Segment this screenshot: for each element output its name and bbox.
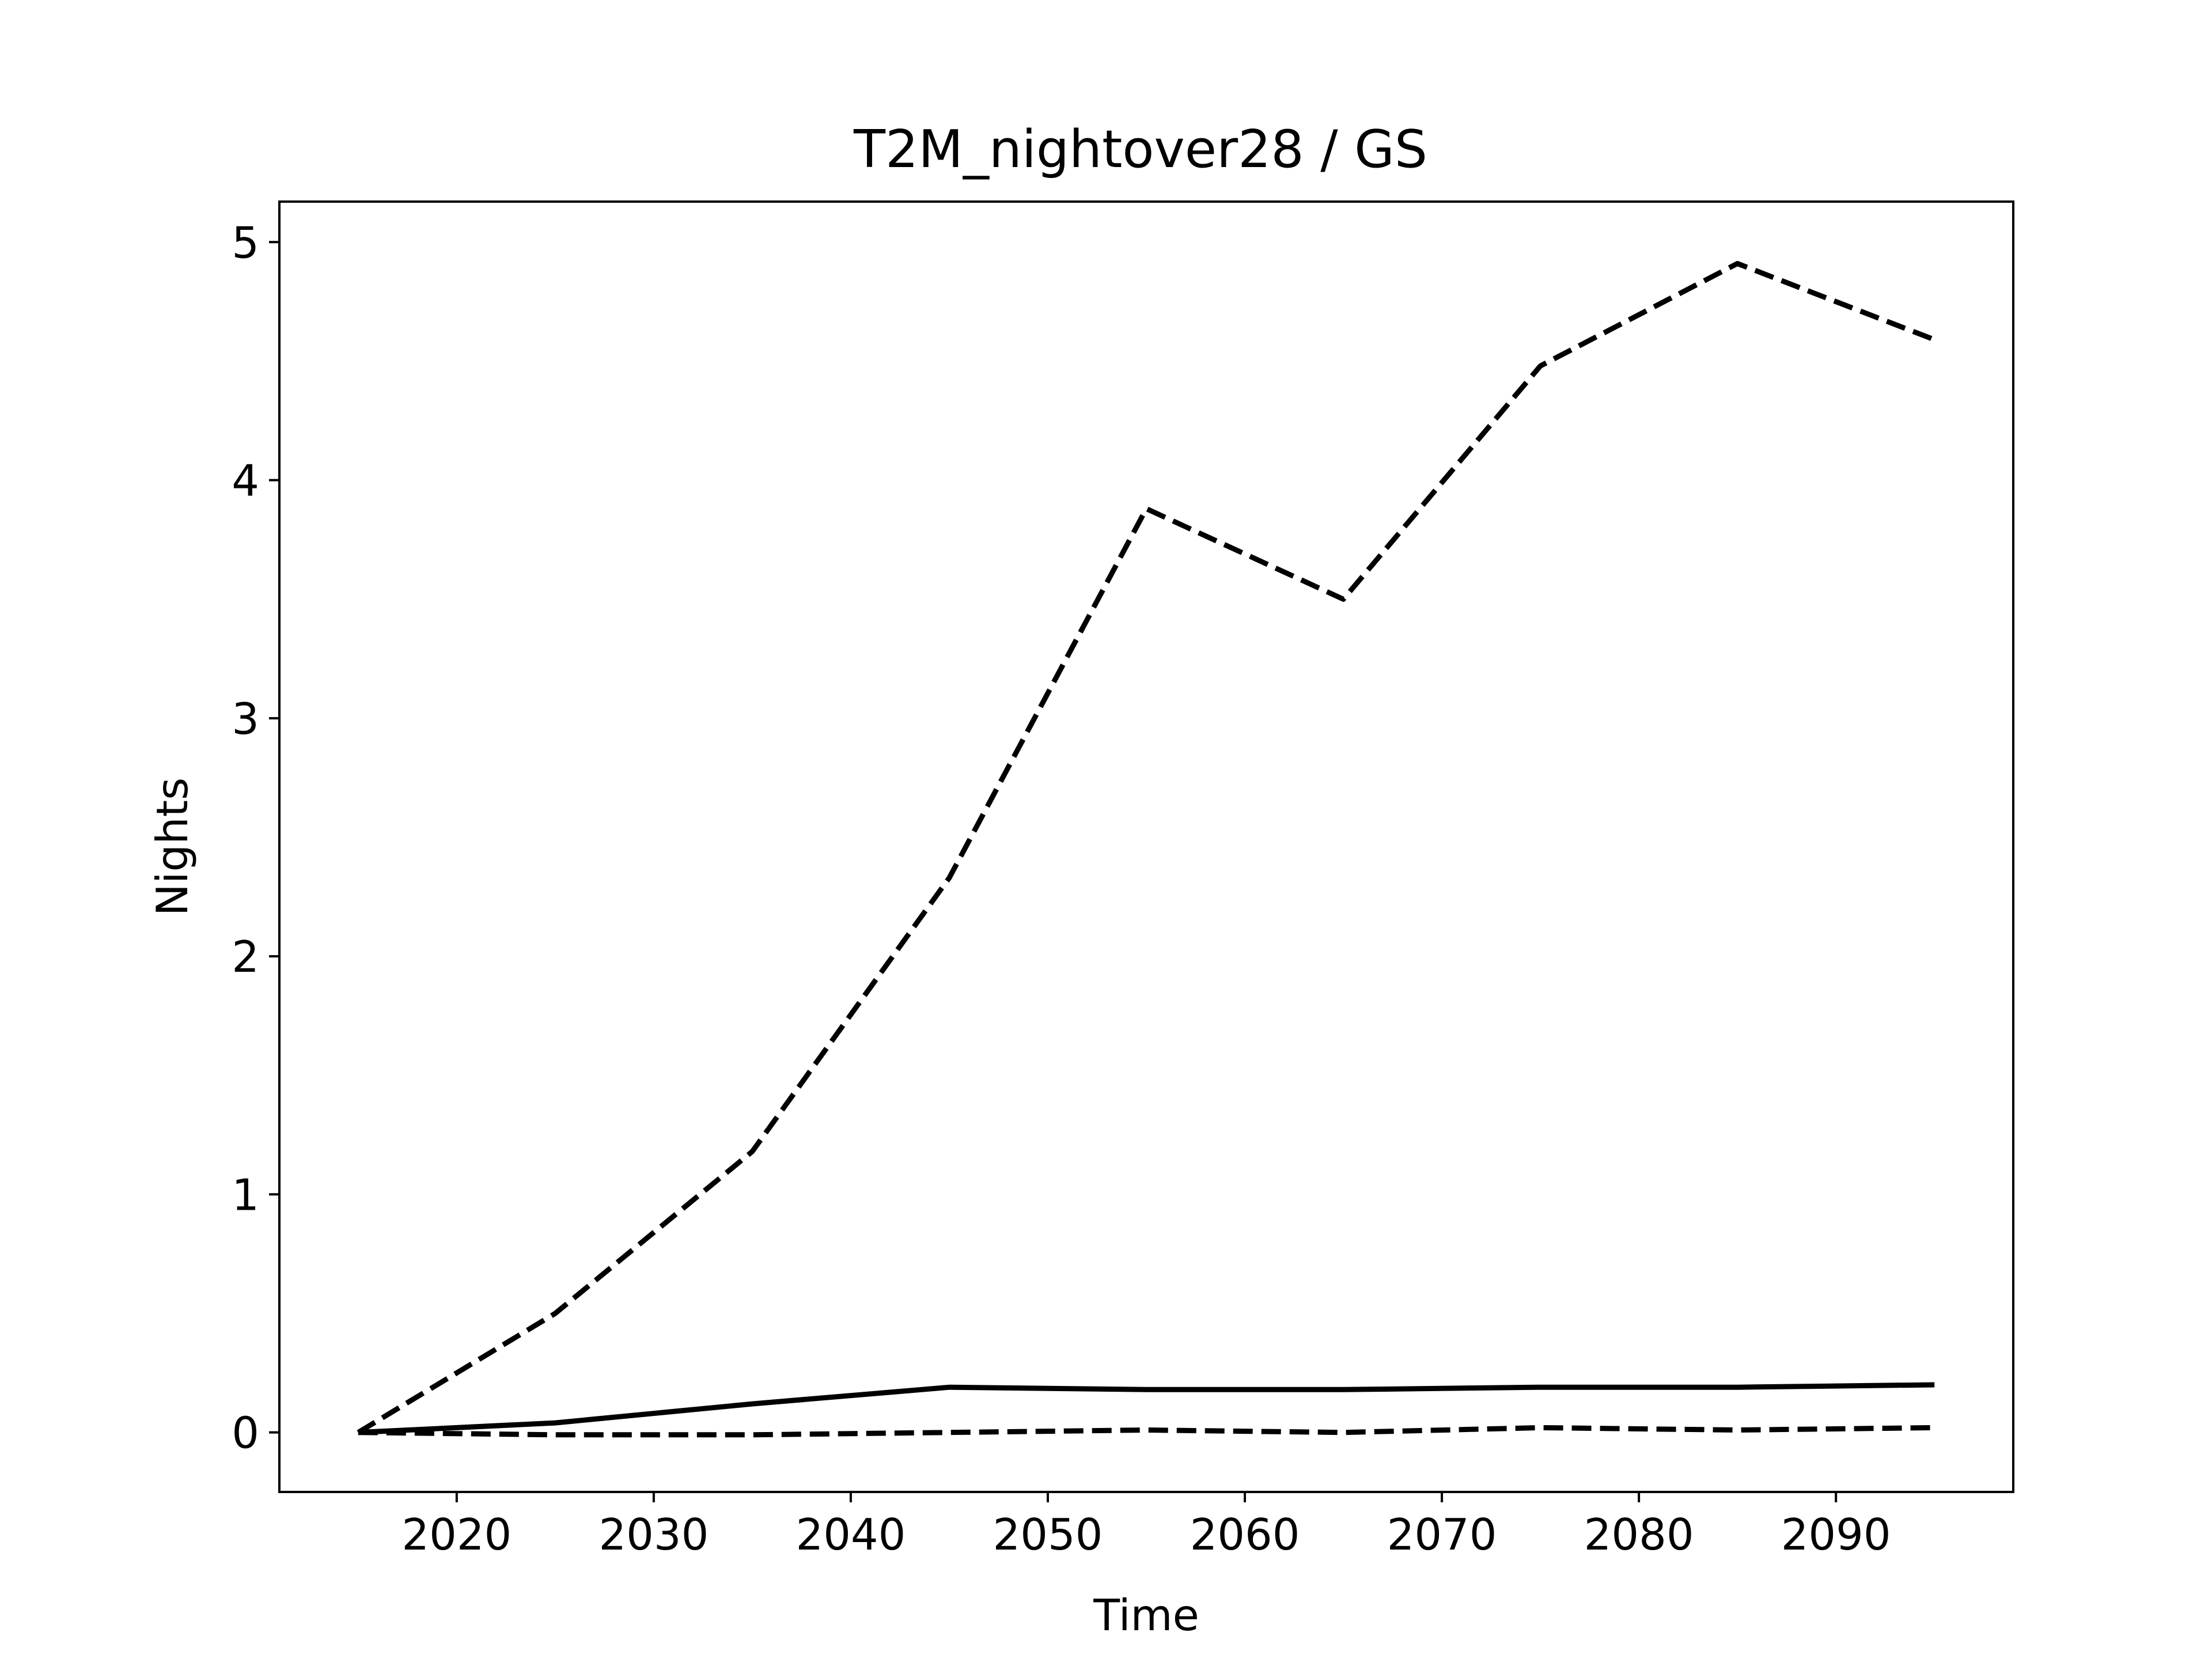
x-tick-label: 2020 [402, 1509, 512, 1560]
x-axis: 2020 2030 2040 2050 2060 2070 2080 2090 [402, 1492, 1891, 1560]
chart-title: T2M_nightover28 / GS [853, 119, 1427, 180]
y-tick-label: 3 [232, 694, 259, 744]
x-tick-label: 2030 [599, 1509, 709, 1560]
x-tick-label: 2070 [1387, 1509, 1497, 1560]
x-tick-label: 2040 [796, 1509, 906, 1560]
series-line-3 [358, 1425, 1935, 1438]
x-axis-label: Time [1093, 1590, 1199, 1641]
series-line-1 [357, 261, 1936, 1435]
y-tick-label: 5 [232, 217, 259, 268]
x-tick-label: 2090 [1781, 1509, 1891, 1560]
series-group [357, 261, 1936, 1438]
y-axis-label: Nights [147, 778, 198, 916]
x-tick-label: 2050 [993, 1509, 1103, 1560]
y-tick-label: 2 [232, 931, 259, 982]
y-tick-label: 0 [232, 1408, 259, 1459]
x-tick-label: 2060 [1190, 1509, 1300, 1560]
plot-frame [278, 200, 2014, 1493]
y-tick-label: 4 [232, 456, 259, 506]
y-axis: 0 1 2 3 4 5 [232, 217, 279, 1459]
series-line-2 [358, 1382, 1935, 1435]
y-tick-label: 1 [232, 1169, 259, 1220]
x-tick-label: 2080 [1584, 1509, 1694, 1560]
